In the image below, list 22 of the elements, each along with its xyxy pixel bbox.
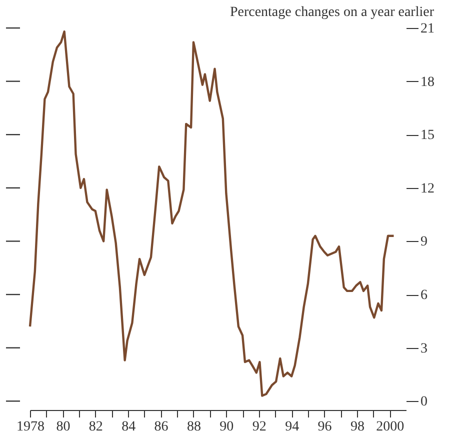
x-tick-label: 96 (318, 420, 332, 434)
x-tick-label: 1978 (16, 420, 44, 434)
x-tick-label: 90 (220, 420, 234, 434)
x-tick-label: 2000 (376, 420, 404, 434)
line-series (28, 30, 395, 397)
x-tick-label: 86 (154, 420, 168, 434)
x-tick-label: 80 (56, 420, 70, 434)
x-tick-label: 98 (350, 420, 364, 434)
y-tick-label: 0 (420, 394, 428, 410)
x-tick-label: 94 (285, 420, 300, 434)
y-tick-label: 18 (420, 74, 434, 90)
y-tick-label: 12 (420, 181, 434, 196)
x-tick-label: 82 (88, 420, 103, 434)
y-tick-label: 15 (420, 128, 434, 144)
y-tick-label: 3 (420, 341, 428, 356)
y-tick-label: 21 (420, 22, 434, 36)
x-tick-label: 92 (252, 420, 266, 434)
y-tick-label: 6 (420, 288, 428, 304)
y-tick-label: 9 (420, 234, 428, 250)
x-tick-label: 88 (186, 420, 201, 434)
chart-subtitle: Percentage changes on a year earlier (230, 5, 434, 20)
x-tick-label: 84 (122, 420, 136, 434)
